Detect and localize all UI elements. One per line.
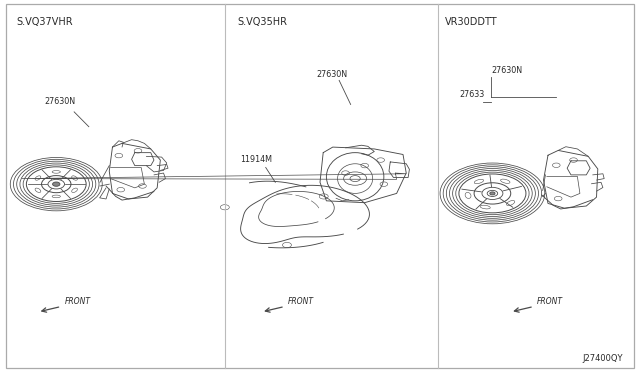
Text: 27630N: 27630N bbox=[44, 97, 76, 106]
Text: 27630N: 27630N bbox=[491, 66, 522, 75]
Text: 27633: 27633 bbox=[460, 90, 484, 99]
Circle shape bbox=[52, 182, 60, 186]
Text: 11914M: 11914M bbox=[240, 155, 272, 164]
Circle shape bbox=[490, 192, 495, 195]
Text: FRONT: FRONT bbox=[537, 297, 563, 306]
Text: VR30DDTT: VR30DDTT bbox=[445, 17, 497, 28]
Text: 27630N: 27630N bbox=[317, 70, 348, 78]
Text: S.VQ37VHR: S.VQ37VHR bbox=[17, 17, 74, 28]
Text: FRONT: FRONT bbox=[65, 297, 90, 306]
Text: S.VQ35HR: S.VQ35HR bbox=[237, 17, 287, 28]
Text: J27400QY: J27400QY bbox=[583, 354, 623, 363]
Text: FRONT: FRONT bbox=[288, 297, 314, 306]
